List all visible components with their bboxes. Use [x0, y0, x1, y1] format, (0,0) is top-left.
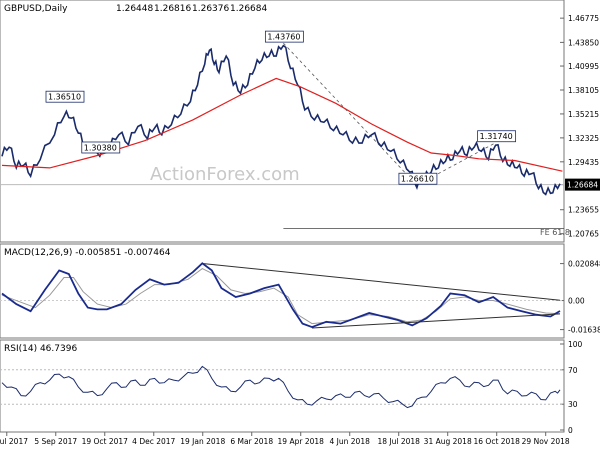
macd-ytick-label: 0.020848 [568, 260, 600, 269]
price-plot: 1.36510 1.30380 1.43760 1.26610 1.31740 [0, 30, 564, 229]
rsi-title: RSI(14) 46.7396 [4, 344, 77, 354]
macd-plot [0, 262, 564, 329]
x-tick-label: 18 Jul 2018 [377, 437, 420, 446]
price-y-axis: 1.46775 1.43850 1.40995 1.38105 1.35215 1.323… [560, 14, 600, 239]
x-tick-label: 19 Oct 2017 [82, 437, 129, 446]
macd-ytick-label: 0.00 [568, 297, 585, 306]
x-tick-label: 21 Jul 2017 [0, 437, 28, 446]
price-panel: GBPUSD,Daily 1.26448 1.26816 1.26376 1.2… [0, 0, 600, 243]
macd-y-axis: 0.020848 0.00 -0.016389 [560, 260, 600, 335]
price-ytick-label: 1.29435 [568, 158, 599, 167]
rsi-y-axis: 100 70 30 0 [560, 340, 583, 435]
price-ytick-label: 1.40995 [568, 62, 599, 71]
swing-dashed-line [283, 42, 418, 186]
price-ytick-label: 1.38105 [568, 86, 599, 95]
watermark: ActionForex.com [150, 164, 300, 185]
rsi-ytick-label: 0 [568, 426, 573, 435]
swing-label-box [398, 172, 438, 185]
rsi-plot [0, 365, 564, 409]
swing-label: 1.26610 [401, 175, 434, 184]
price-ytick-label: 1.35215 [568, 110, 599, 119]
x-tick-label: 31 Aug 2018 [424, 437, 472, 446]
price-title: GBPUSD,Daily [4, 4, 68, 14]
x-tick-label: 16 Oct 2018 [474, 437, 521, 446]
x-tick-label: 6 Mar 2018 [230, 437, 273, 446]
x-tick-label: 4 Jun 2018 [330, 437, 371, 446]
price-ytick-label: 1.43850 [568, 38, 599, 47]
x-tick-label: 19 Jan 2018 [180, 437, 225, 446]
fe-label: FE 61.8 [540, 228, 570, 237]
ohlc-low: 1.26376 [192, 4, 229, 14]
price-panel-frame [0, 0, 565, 243]
price-ytick-label: 1.32325 [568, 134, 599, 143]
rsi-panel-frame [0, 339, 565, 433]
ohlc-open: 1.26448 [116, 4, 153, 14]
current-price-box [565, 178, 600, 191]
swing-label: 1.30380 [84, 143, 117, 152]
x-tick-label: 29 Nov 2018 [522, 437, 570, 446]
macd-title: MACD(12,26,9) -0.005851 -0.007464 [4, 248, 171, 258]
rsi-ytick-label: 30 [568, 400, 578, 409]
macd-trendline [202, 262, 561, 301]
macd-panel-frame [0, 243, 565, 339]
rsi-line [1, 365, 561, 409]
x-tick-label: 5 Sep 2017 [34, 437, 77, 446]
swing-label-box [81, 141, 121, 154]
price-ytick-label: 1.23655 [568, 206, 599, 215]
rsi-panel: RSI(14) 46.7396 100 70 30 0 [0, 339, 583, 435]
current-price-label: 1.26684 [567, 181, 598, 190]
x-tick-label: 19 Apr 2018 [278, 437, 325, 446]
swing-label-box [45, 90, 85, 103]
macd-trendline [311, 313, 561, 329]
swing-label: 1.36510 [48, 93, 81, 102]
price-ytick-label: 1.20765 [568, 230, 599, 239]
macd-signal-line [1, 268, 561, 325]
swing-label-box [264, 30, 304, 43]
macd-line [1, 262, 561, 329]
ohlc-high: 1.26816 [154, 4, 191, 14]
swing-label: 1.43760 [267, 33, 300, 42]
swing-label-box [477, 130, 517, 143]
rsi-ytick-label: 100 [568, 340, 583, 349]
rsi-ytick-label: 70 [568, 366, 578, 375]
price-ytick-label: 1.46775 [568, 14, 599, 23]
macd-ytick-label: -0.016389 [568, 326, 600, 335]
ohlc-close: 1.26684 [230, 4, 267, 14]
macd-panel: MACD(12,26,9) -0.005851 -0.007464 0.0208… [0, 243, 600, 339]
x-tick-label: 4 Dec 2017 [132, 437, 175, 446]
moving-average-line [1, 77, 563, 172]
swing-label: 1.31740 [480, 132, 513, 141]
